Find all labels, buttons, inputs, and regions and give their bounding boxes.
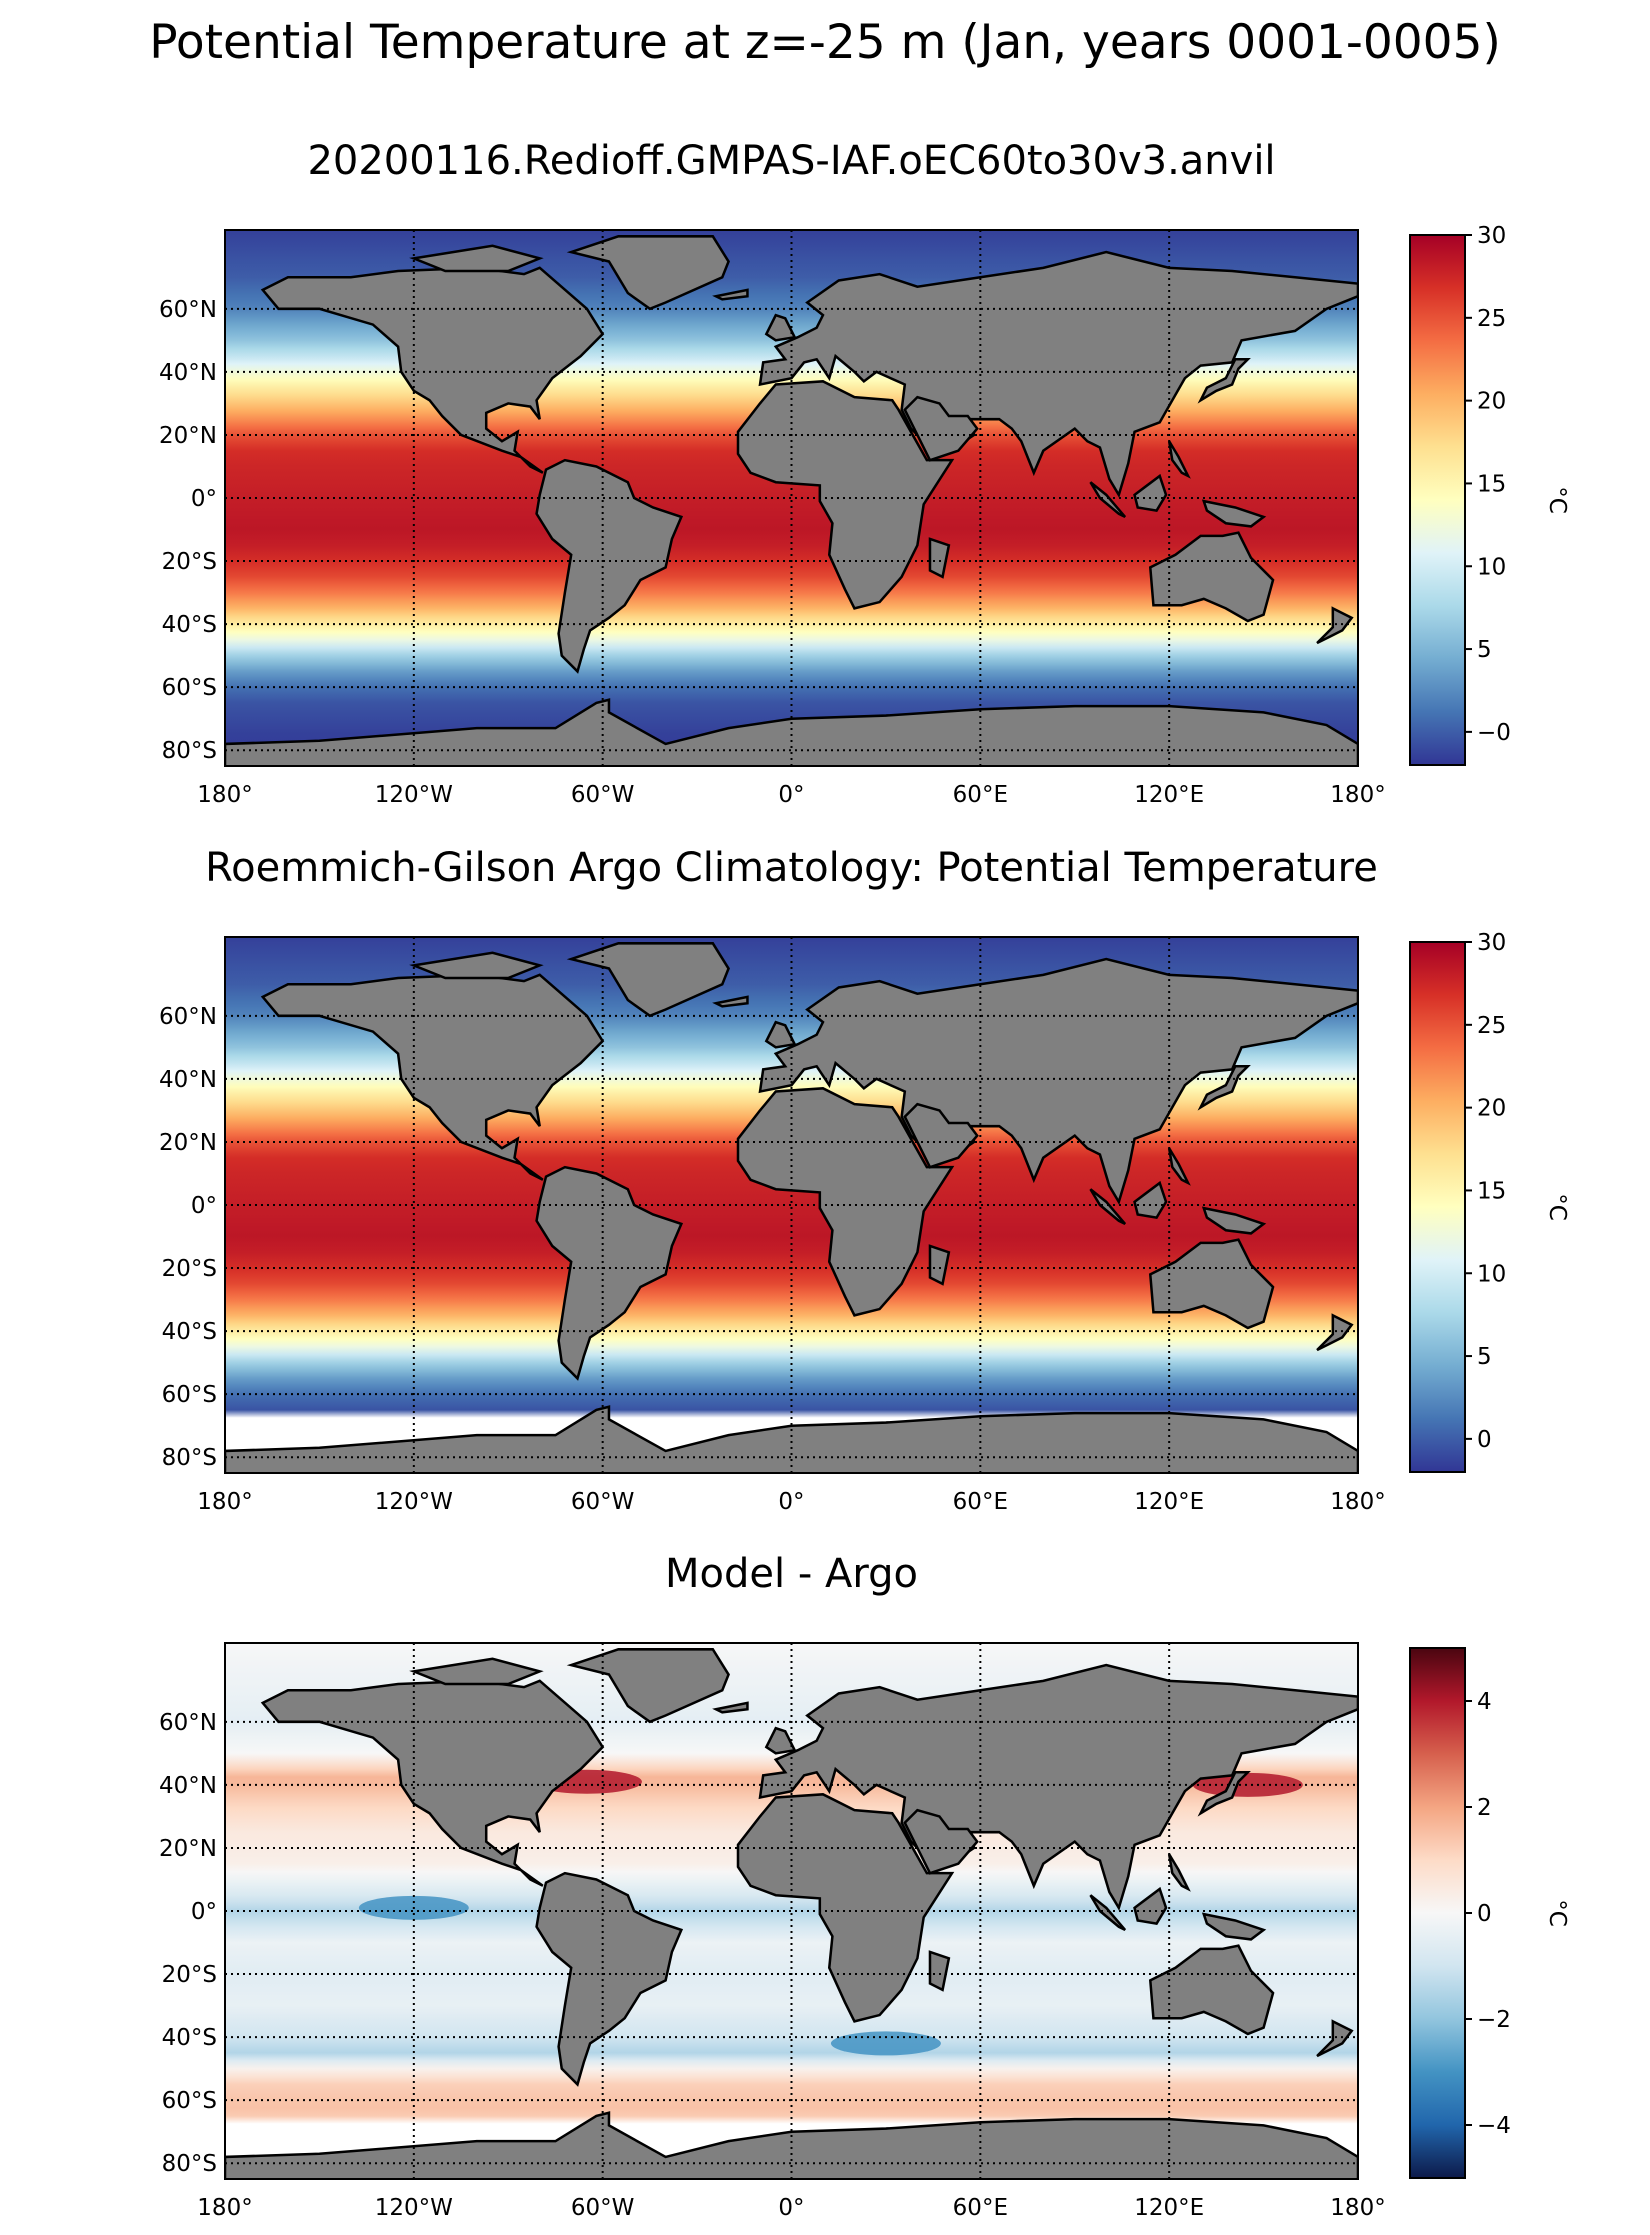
colorbar-tick-label: 20: [1477, 389, 1506, 415]
x-tick-label: 0°: [778, 782, 804, 808]
panel-title: Roemmich-Gilson Argo Climatology: Potent…: [205, 845, 1378, 891]
y-tick-label: 20°N: [159, 1836, 217, 1862]
panel-3: Model - Argo 180° 120°W 60°W 0° 60°E 120°E 180°…: [159, 1551, 1570, 2221]
colorbar: [1409, 941, 1466, 1473]
y-tick-label: 0°: [191, 486, 217, 512]
colorbar-tick-label: 30: [1477, 223, 1506, 249]
x-tick-label: 120°W: [375, 782, 453, 808]
x-tick-label: 180°: [197, 782, 252, 808]
x-tick-label: 0°: [778, 1489, 804, 1515]
x-tick-label: 180°: [197, 1489, 252, 1515]
x-tick-label: 120°W: [375, 2195, 453, 2221]
y-tick-label: 20°N: [159, 1130, 217, 1156]
colorbar-tick-label: 30: [1477, 930, 1506, 956]
x-tick-label: 60°E: [953, 782, 1008, 808]
anomaly-mark: [1192, 1772, 1303, 1797]
colorbar-tick-label: 0: [1477, 1901, 1492, 1927]
y-tick-label: 40°N: [159, 1773, 217, 1799]
y-tick-label: 60°N: [159, 297, 217, 323]
y-tick-label: 20°S: [162, 549, 217, 575]
x-tick-label: 180°: [1330, 782, 1385, 808]
x-tick-label: 0°: [778, 2195, 804, 2221]
panel-2: Roemmich-Gilson Argo Climatology: Potent…: [159, 845, 1570, 1515]
colorbar-tick-label: −0: [1477, 720, 1511, 746]
figure-title: Potential Temperature at z=-25 m (Jan, y…: [149, 15, 1501, 70]
y-tick-label: 40°S: [162, 2025, 217, 2051]
x-tick-label: 180°: [1330, 2195, 1385, 2221]
map-frame: [224, 229, 1359, 767]
colorbar-tick-label: 5: [1477, 637, 1492, 663]
y-tick-label: 20°N: [159, 423, 217, 449]
colorbar-tick-label: 5: [1477, 1344, 1492, 1370]
panel-title: Model - Argo: [665, 1551, 918, 1597]
x-tick-label: 60°W: [571, 782, 635, 808]
y-tick-label: 40°N: [159, 1067, 217, 1093]
colorbar-label: °C: [1544, 486, 1570, 514]
y-tick-label: 40°N: [159, 360, 217, 386]
map-frame: [224, 1642, 1359, 2180]
colorbar-tick-label: 0: [1477, 1427, 1492, 1453]
y-tick-label: 60°S: [162, 1382, 217, 1408]
colorbar-tick-label: 15: [1477, 471, 1506, 497]
colorbar-tick-label: −4: [1477, 2113, 1511, 2139]
y-tick-label: 0°: [191, 1899, 217, 1925]
y-tick-label: 80°S: [162, 1445, 217, 1471]
colorbar-tick-label: 10: [1477, 554, 1506, 580]
panel-title: 20200116.Redioff.GMPAS-IAF.oEC60to30v3.a…: [307, 138, 1275, 184]
colorbar-tick-label: 4: [1477, 1689, 1492, 1715]
y-tick-label: 0°: [191, 1193, 217, 1219]
colorbar-label: °C: [1544, 1193, 1570, 1221]
y-tick-label: 60°S: [162, 675, 217, 701]
x-tick-label: 60°E: [953, 1489, 1008, 1515]
map-frame: [224, 936, 1359, 1474]
colorbar: [1409, 1647, 1466, 2179]
x-tick-label: 180°: [197, 2195, 252, 2221]
colorbar-tick-label: 15: [1477, 1178, 1506, 1204]
y-tick-label: 20°S: [162, 1256, 217, 1282]
y-tick-label: 80°S: [162, 2151, 217, 2177]
panel-1: 20200116.Redioff.GMPAS-IAF.oEC60to30v3.a…: [159, 138, 1570, 808]
x-tick-label: 180°: [1330, 1489, 1385, 1515]
anomaly-mark: [830, 2031, 941, 2056]
y-tick-label: 60°S: [162, 2088, 217, 2114]
x-tick-label: 60°W: [571, 1489, 635, 1515]
x-tick-label: 60°E: [953, 2195, 1008, 2221]
x-tick-label: 60°W: [571, 2195, 635, 2221]
y-tick-label: 20°S: [162, 1962, 217, 1988]
colorbar-tick-label: 2: [1477, 1795, 1492, 1821]
x-tick-label: 120°E: [1134, 1489, 1204, 1515]
x-tick-label: 120°E: [1134, 2195, 1204, 2221]
x-tick-label: 120°W: [375, 1489, 453, 1515]
colorbar-tick-label: 25: [1477, 306, 1506, 332]
x-tick-label: 120°E: [1134, 782, 1204, 808]
colorbar-tick-label: 10: [1477, 1261, 1506, 1287]
y-tick-label: 40°S: [162, 612, 217, 638]
y-tick-label: 60°N: [159, 1004, 217, 1030]
y-tick-label: 40°S: [162, 1319, 217, 1345]
colorbar-tick-label: 20: [1477, 1096, 1506, 1122]
colorbar-tick-label: −2: [1477, 2007, 1511, 2033]
y-tick-label: 80°S: [162, 738, 217, 764]
colorbar-label: °C: [1544, 1899, 1570, 1927]
colorbar: [1409, 234, 1466, 766]
colorbar-tick-label: 25: [1477, 1013, 1506, 1039]
y-tick-label: 60°N: [159, 1710, 217, 1736]
